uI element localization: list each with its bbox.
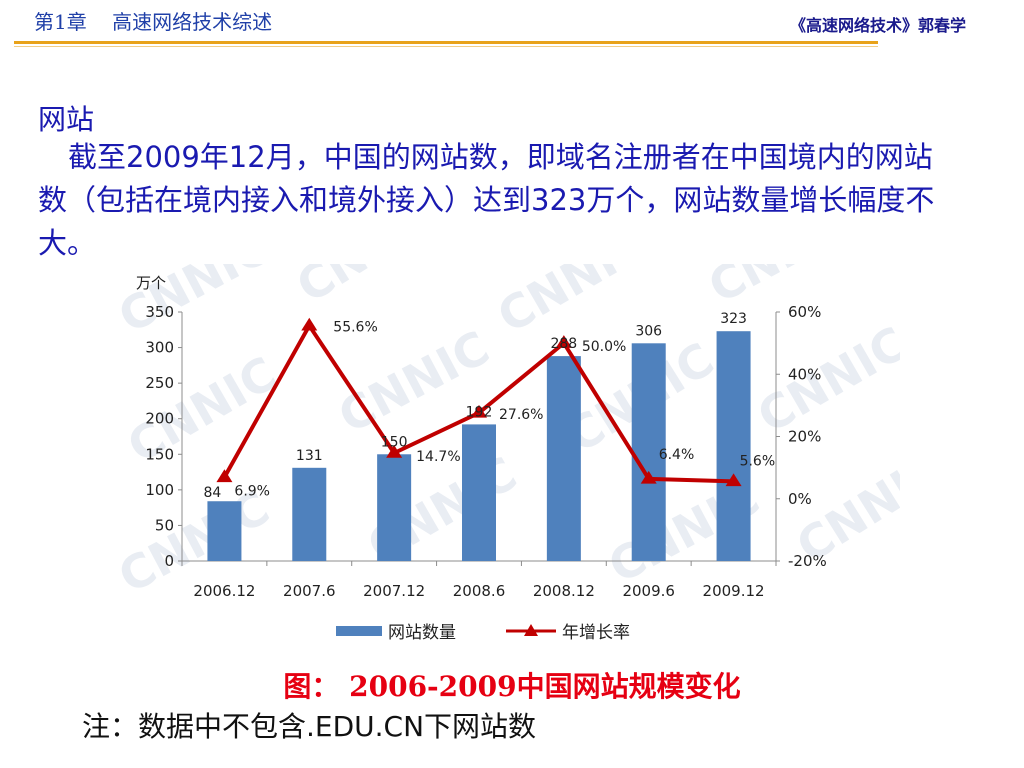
bar-value-label: 150 xyxy=(381,434,408,450)
bar-2006.12 xyxy=(207,501,242,561)
x-tick-label: 2009.12 xyxy=(703,582,765,600)
watermark-text: CNNIC xyxy=(287,264,453,313)
growth-marker-2008.12 xyxy=(555,335,572,348)
legend-line-label: 年增长率 xyxy=(562,623,630,643)
x-tick-label: 2009.6 xyxy=(622,582,675,600)
growth-marker-2007.6 xyxy=(301,317,318,331)
paragraph-text: 截至2009年12月，中国的网站数，即域名注册者在中国境内的网站数（包括在境内接… xyxy=(38,140,935,260)
bar-2007.6 xyxy=(292,467,327,561)
course-title: 《高速网络技术》郭春学 xyxy=(789,16,966,35)
growth-marker-2006.12 xyxy=(216,469,233,483)
bar-value-label: 84 xyxy=(204,485,222,501)
bar-value-label: 131 xyxy=(296,448,323,464)
y-left-unit-label: 万个 xyxy=(136,274,166,292)
watermark-text: CNNIC xyxy=(749,316,901,444)
y-left-tick-label: 350 xyxy=(145,303,174,321)
watermark-text: CNNIC xyxy=(700,264,868,314)
chart-legend: 网站数量 年增长率 xyxy=(336,623,630,643)
chapter-title: 第1章 高速网络技术综述 xyxy=(34,10,273,34)
y-right-tick-label: 20% xyxy=(788,428,821,446)
header-divider-thin xyxy=(14,46,878,47)
footnote: 注：数据中不包含.EDU.CN下网站数 xyxy=(82,710,537,743)
bar-2008.6 xyxy=(462,424,496,561)
y-left-tick-label: 300 xyxy=(145,339,174,357)
y-left-tick-label: 0 xyxy=(164,552,174,570)
growth-marker-2009.12 xyxy=(725,473,742,487)
growth-marker-2007.12 xyxy=(386,444,403,458)
y-right-tick-label: 40% xyxy=(788,365,821,383)
y-left-tick-label: 100 xyxy=(145,481,174,499)
figure-caption: 图： 2006-2009中国网站规模变化 xyxy=(283,670,741,703)
growth-value-label: 55.6% xyxy=(333,320,377,336)
line-series xyxy=(216,317,742,487)
y-right-tick-label: -20% xyxy=(788,552,827,570)
bar-2008.12 xyxy=(546,356,581,561)
bar-series xyxy=(207,331,751,561)
y-left-tick-label: 50 xyxy=(155,516,174,534)
y-left-tick-label: 200 xyxy=(145,410,174,428)
growth-marker-2008.6 xyxy=(471,404,487,418)
growth-value-label: 50.0% xyxy=(582,339,626,355)
x-tick-label: 2006.12 xyxy=(193,582,255,600)
bar-2007.12 xyxy=(377,454,412,561)
bar-value-label: 306 xyxy=(635,323,662,339)
section-title: 网站 xyxy=(38,103,95,136)
y-left-tick-label: 150 xyxy=(145,445,174,463)
y-left-tick-label: 250 xyxy=(145,374,174,392)
x-tick-label: 2007.6 xyxy=(283,582,336,600)
bar-value-label: 323 xyxy=(720,311,747,327)
legend-line-marker xyxy=(524,624,538,636)
header-divider xyxy=(14,41,878,44)
bar-2009.6 xyxy=(631,343,666,561)
y-right-tick-label: 0% xyxy=(788,490,812,508)
y-right-tick-label: 60% xyxy=(788,303,821,321)
section-paragraph: 截至2009年12月，中国的网站数，即域名注册者在中国境内的网站数（包括在境内接… xyxy=(38,136,948,265)
legend-bar-swatch xyxy=(336,626,382,636)
growth-value-label: 5.6% xyxy=(740,453,776,469)
x-tick-label: 2008.12 xyxy=(533,582,595,600)
growth-value-label: 6.4% xyxy=(659,447,695,463)
x-tick-label: 2007.12 xyxy=(363,582,425,600)
x-tick-label: 2008.6 xyxy=(453,582,506,600)
growth-value-label: 14.7% xyxy=(416,449,460,465)
bar-2009.12 xyxy=(716,331,751,561)
watermark-text: CNNIC xyxy=(489,264,656,344)
legend-bar-label: 网站数量 xyxy=(388,623,456,643)
growth-value-label: 27.6% xyxy=(499,407,543,423)
chart-axes: 0 50 100 150 200 250 300 350 万个 -20% 0% 20% 40% 60% 20… xyxy=(136,274,827,600)
growth-value-label: 6.9% xyxy=(234,483,270,499)
bar-value-label: 192 xyxy=(466,404,493,420)
data-labels: 84 131 150 192 288 306 323 6.9% 55.6% 14.7% 27.6% 5… xyxy=(204,311,776,501)
bar-value-label: 288 xyxy=(550,336,577,352)
growth-marker-2009.6 xyxy=(640,470,657,484)
